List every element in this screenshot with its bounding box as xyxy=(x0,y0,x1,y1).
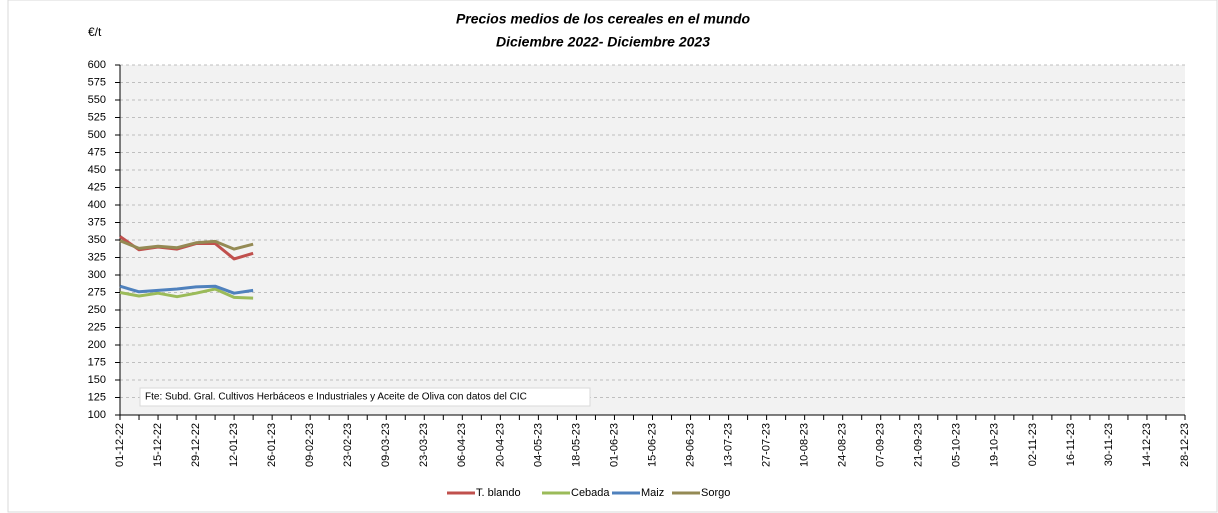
y-tick-label: 150 xyxy=(88,374,106,386)
x-tick-label: 09-03-23 xyxy=(380,423,392,467)
y-tick-label: 325 xyxy=(88,251,106,263)
annotation-group: Fte: Subd. Gral. Cultivos Herbáceos e In… xyxy=(139,387,591,407)
y-tick-label: 300 xyxy=(88,269,106,281)
annotation: Fte: Subd. Gral. Cultivos Herbáceos e In… xyxy=(145,392,527,403)
x-tick-label: 01-12-22 xyxy=(114,423,126,467)
series-line xyxy=(119,239,254,251)
x-tick-label: 20-04-23 xyxy=(494,423,506,467)
x-tick-label: 15-12-22 xyxy=(152,423,164,467)
y-tick-label: 525 xyxy=(88,111,106,123)
x-tick-label: 29-12-22 xyxy=(190,423,202,467)
x-tick-label: 30-11-23 xyxy=(1103,423,1115,466)
y-tick-label: 400 xyxy=(88,199,106,211)
plot-area xyxy=(120,65,1185,415)
x-tick-label: 10-08-23 xyxy=(799,423,811,467)
y-tick-label: 250 xyxy=(88,304,106,316)
x-tick-label: 09-02-23 xyxy=(304,423,316,467)
x-tick-label: 01-06-23 xyxy=(608,423,620,467)
y-tick-label: 425 xyxy=(88,181,106,193)
y-tick-label: 100 xyxy=(88,409,106,421)
x-tick-label: 27-07-23 xyxy=(761,423,773,467)
x-tick-label: 16-11-23 xyxy=(1065,423,1077,466)
x-tick-label: 29-06-23 xyxy=(684,423,696,467)
y-tick-label: 175 xyxy=(88,356,106,368)
y-tick-label: 200 xyxy=(88,339,106,351)
x-tick-label: 06-04-23 xyxy=(456,423,468,467)
chart-title: Precios medios de los cereales en el mun… xyxy=(456,11,751,27)
x-tick-label: 04-05-23 xyxy=(532,423,544,467)
x-tick-label: 12-01-23 xyxy=(228,423,240,467)
y-tick-label: 375 xyxy=(88,216,106,228)
y-tick-label: 350 xyxy=(88,234,106,246)
x-tick-label: 23-02-23 xyxy=(342,423,354,467)
y-tick-label: 475 xyxy=(88,146,106,158)
x-tick-label: 24-08-23 xyxy=(837,423,849,467)
x-tick-label: 19-10-23 xyxy=(989,423,1001,467)
y-tick-label: 575 xyxy=(88,76,106,88)
y-tick-label: 450 xyxy=(88,164,106,176)
y-tick-label: 275 xyxy=(88,286,106,298)
y-tick-label: 225 xyxy=(88,321,106,333)
legend-label: Cebada xyxy=(571,487,610,499)
y-tick-label: 550 xyxy=(88,94,106,106)
x-tick-label: 21-09-23 xyxy=(913,423,925,467)
y-tick-label: 500 xyxy=(88,129,106,141)
x-tick-label: 28-12-23 xyxy=(1179,423,1191,467)
annotation-box xyxy=(139,387,591,407)
x-tick-label: 18-05-23 xyxy=(570,423,582,467)
x-tick-label: 14-12-23 xyxy=(1141,423,1153,467)
y-tick-label: 125 xyxy=(88,391,106,403)
x-tick-label: 02-11-23 xyxy=(1027,423,1039,466)
x-tick-label: 07-09-23 xyxy=(875,423,887,467)
series-line xyxy=(119,284,254,295)
legend-label: Maiz xyxy=(641,487,664,499)
y-axis-label: €/t xyxy=(88,25,102,39)
x-tick-label: 26-01-23 xyxy=(266,423,278,467)
series-line xyxy=(119,287,254,300)
legend-label: T. blando xyxy=(476,487,521,499)
x-tick-label: 15-06-23 xyxy=(646,423,658,467)
x-tick-label: 13-07-23 xyxy=(722,423,734,467)
chart-subtitle: Diciembre 2022- Diciembre 2023 xyxy=(496,34,710,50)
legend-label: Sorgo xyxy=(701,487,730,499)
x-tick-label: 05-10-23 xyxy=(951,423,963,467)
x-tick-label: 23-03-23 xyxy=(418,423,430,467)
y-tick-label: 600 xyxy=(88,59,106,71)
